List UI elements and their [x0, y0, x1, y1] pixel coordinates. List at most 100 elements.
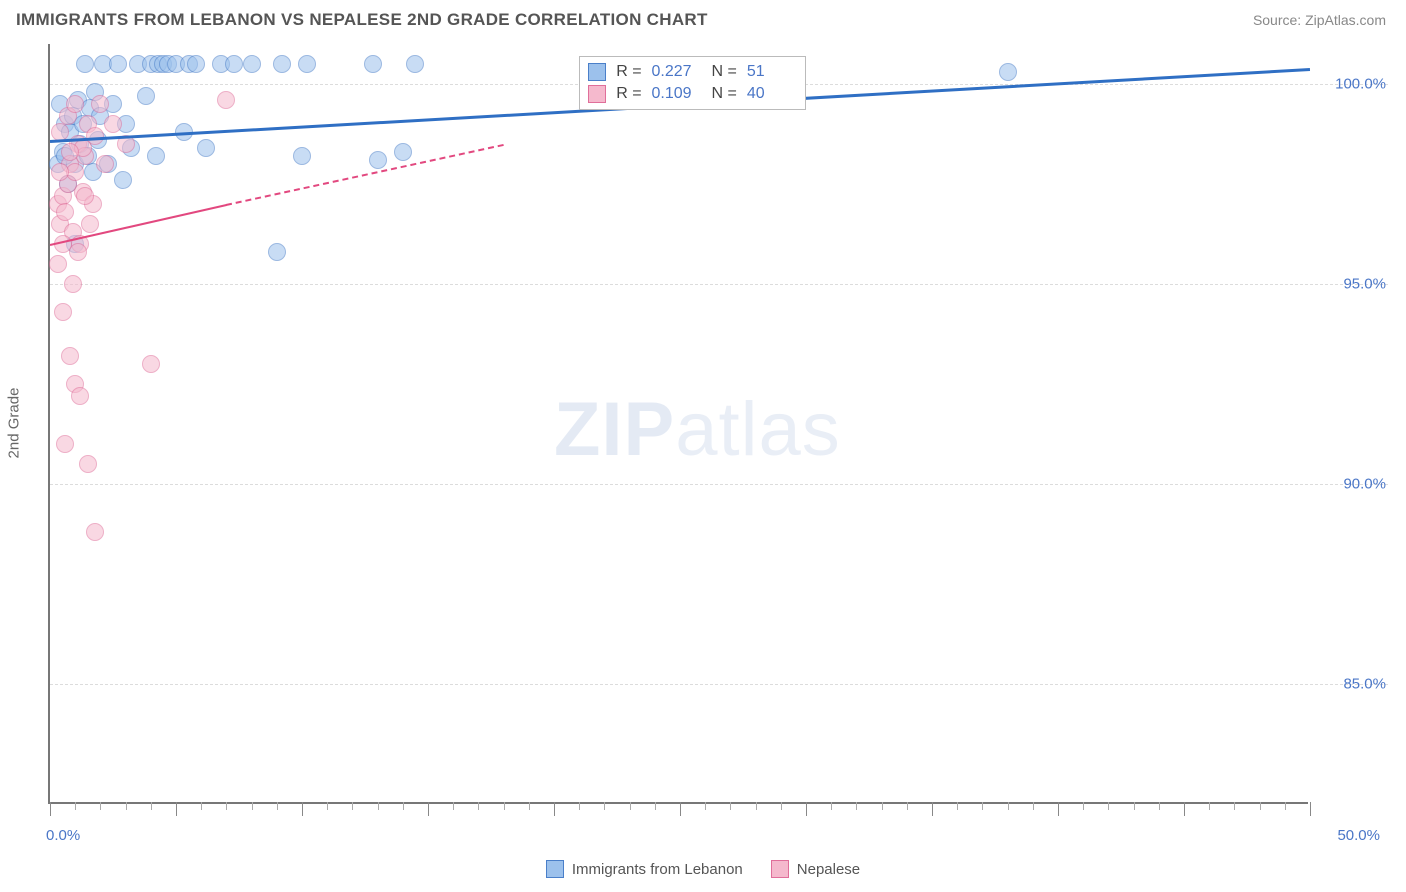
x-tick-minor [226, 802, 227, 810]
scatter-point [56, 203, 74, 221]
y-tick-label: 90.0% [1343, 476, 1386, 493]
scatter-point [243, 55, 261, 73]
x-tick-minor [957, 802, 958, 810]
chart-container: 85.0% 90.0% 95.0% 100.0% ZIPatlas R = 0.227N … [48, 44, 1396, 842]
x-tick-minor [1108, 802, 1109, 810]
x-tick-major [1058, 802, 1059, 816]
x-tick-minor [403, 802, 404, 810]
gridline [50, 284, 1388, 285]
scatter-point [51, 163, 69, 181]
scatter-point [187, 55, 205, 73]
scatter-point [71, 387, 89, 405]
scatter-point [56, 435, 74, 453]
x-tick-major [554, 802, 555, 816]
scatter-point [64, 275, 82, 293]
x-tick-minor [453, 802, 454, 810]
x-tick-minor [756, 802, 757, 810]
x-tick-minor [1260, 802, 1261, 810]
x-tick-minor [907, 802, 908, 810]
scatter-point [79, 455, 97, 473]
scatter-point [197, 139, 215, 157]
chart-title: IMMIGRANTS FROM LEBANON VS NEPALESE 2ND … [16, 10, 708, 30]
x-tick-major [428, 802, 429, 816]
watermark: ZIPatlas [554, 386, 841, 473]
source-label: Source: ZipAtlas.com [1253, 12, 1386, 28]
x-tick-major [680, 802, 681, 816]
x-tick-minor [126, 802, 127, 810]
scatter-point [147, 147, 165, 165]
x-axis-min-label: 0.0% [46, 827, 80, 844]
x-tick-major [50, 802, 51, 816]
y-tick-label: 100.0% [1335, 76, 1386, 93]
x-tick-minor [604, 802, 605, 810]
x-tick-minor [1008, 802, 1009, 810]
x-tick-minor [378, 802, 379, 810]
x-tick-minor [856, 802, 857, 810]
x-tick-minor [1285, 802, 1286, 810]
scatter-point [76, 187, 94, 205]
x-tick-major [806, 802, 807, 816]
scatter-point [394, 143, 412, 161]
stats-row: R = 0.227N = 51 [588, 61, 797, 83]
header-bar: IMMIGRANTS FROM LEBANON VS NEPALESE 2ND … [0, 0, 1406, 36]
stats-row: R = 0.109N = 40 [588, 83, 797, 105]
x-tick-minor [75, 802, 76, 810]
x-tick-minor [327, 802, 328, 810]
x-tick-minor [982, 802, 983, 810]
scatter-point [225, 55, 243, 73]
x-tick-minor [1234, 802, 1235, 810]
x-tick-minor [1209, 802, 1210, 810]
scatter-point [96, 155, 114, 173]
scatter-point [364, 55, 382, 73]
scatter-point [69, 243, 87, 261]
x-tick-minor [1033, 802, 1034, 810]
scatter-point [49, 255, 67, 273]
trend-line [226, 144, 504, 206]
x-tick-minor [630, 802, 631, 810]
scatter-point [104, 115, 122, 133]
bottom-legend: Immigrants from Lebanon Nepalese [0, 860, 1406, 878]
scatter-point [268, 243, 286, 261]
y-tick-label: 85.0% [1343, 676, 1386, 693]
x-tick-minor [831, 802, 832, 810]
plot-area: 85.0%90.0%95.0%100.0%ZIPatlasR = 0.227N … [48, 44, 1308, 804]
scatter-point [81, 215, 99, 233]
scatter-point [91, 95, 109, 113]
x-tick-minor [730, 802, 731, 810]
scatter-point [217, 91, 235, 109]
x-tick-minor [579, 802, 580, 810]
plot-inner: 85.0%90.0%95.0%100.0%ZIPatlasR = 0.227N … [50, 44, 1308, 802]
x-tick-minor [655, 802, 656, 810]
x-tick-minor [1134, 802, 1135, 810]
scatter-point [66, 95, 84, 113]
x-tick-minor [781, 802, 782, 810]
scatter-point [86, 523, 104, 541]
x-tick-major [302, 802, 303, 816]
x-tick-major [1310, 802, 1311, 816]
y-axis-label: 2nd Grade [6, 388, 23, 459]
x-tick-minor [478, 802, 479, 810]
x-tick-minor [252, 802, 253, 810]
scatter-point [61, 347, 79, 365]
scatter-point [142, 355, 160, 373]
legend-swatch-lebanon [546, 860, 564, 878]
scatter-point [109, 55, 127, 73]
x-tick-minor [100, 802, 101, 810]
x-tick-minor [352, 802, 353, 810]
x-tick-minor [882, 802, 883, 810]
scatter-point [273, 55, 291, 73]
gridline [50, 484, 1388, 485]
scatter-point [54, 303, 72, 321]
scatter-point [298, 55, 316, 73]
scatter-point [406, 55, 424, 73]
scatter-point [61, 143, 79, 161]
scatter-point [999, 63, 1017, 81]
legend-label-lebanon: Immigrants from Lebanon [572, 861, 743, 878]
x-tick-major [176, 802, 177, 816]
x-tick-minor [151, 802, 152, 810]
x-tick-minor [1083, 802, 1084, 810]
y-tick-label: 95.0% [1343, 276, 1386, 293]
scatter-point [137, 87, 155, 105]
scatter-point [114, 171, 132, 189]
stats-box: R = 0.227N = 51R = 0.109N = 40 [579, 56, 806, 110]
